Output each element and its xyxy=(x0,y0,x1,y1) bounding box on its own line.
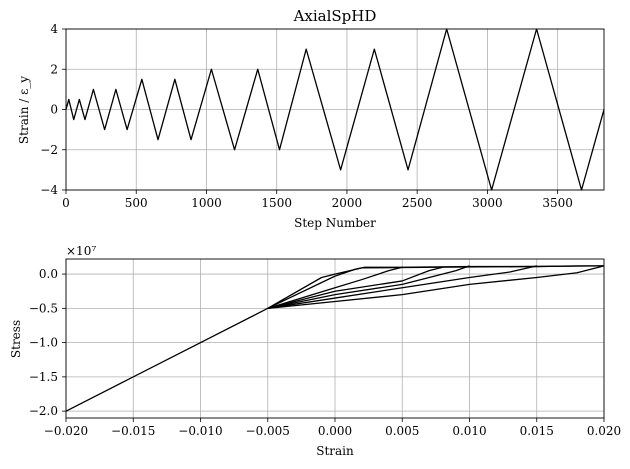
grid xyxy=(65,259,605,418)
x-tick-label: 0.010 xyxy=(452,424,486,438)
y-tick-label: 2 xyxy=(50,62,58,76)
series-line-2 xyxy=(267,265,604,309)
x-tick-label: 2500 xyxy=(402,196,433,210)
grid xyxy=(65,28,604,191)
x-tick-label: 0.015 xyxy=(520,424,554,438)
x-tick-label: 3500 xyxy=(542,196,573,210)
y-axis-label: Stress xyxy=(9,320,23,358)
series-group xyxy=(65,265,605,412)
x-tick-label: −0.015 xyxy=(111,424,155,438)
x-tick-label: 0.020 xyxy=(587,424,621,438)
x-tick-label: 0.005 xyxy=(385,424,419,438)
x-tick-label: 3000 xyxy=(472,196,503,210)
x-tick-label: −0.020 xyxy=(44,424,88,438)
y-axis-label: Strain / ε_y xyxy=(17,76,31,144)
y-tick-label: −2.0 xyxy=(29,404,58,418)
y-tick-label: 0 xyxy=(50,103,58,117)
strain-history-chart: AxialSpHD 0 500 1000 1500 2000 2500 3000 3500 4 2… xyxy=(17,7,605,230)
y-tick-label: −2 xyxy=(40,143,58,157)
series-line-1 xyxy=(65,28,605,191)
x-tick-label: 500 xyxy=(125,196,148,210)
y-tick-label: −0.5 xyxy=(29,301,58,315)
offset-label: ×10⁷ xyxy=(66,244,96,258)
x-tick-label: −0.005 xyxy=(246,424,290,438)
y-tick-label: 4 xyxy=(50,22,58,36)
y-tick-label: −1.0 xyxy=(29,336,58,350)
tick-group: −0.020 −0.015 −0.010 −0.005 0.000 0.005 0.010 0… xyxy=(29,267,621,438)
x-axis-label: Strain xyxy=(316,444,354,458)
series-group xyxy=(65,28,605,191)
x-tick-label: 0 xyxy=(62,196,70,210)
x-axis-label: Step Number xyxy=(294,216,376,230)
stress-strain-chart: −0.020 −0.015 −0.010 −0.005 0.000 0.005 0.010 0… xyxy=(9,244,621,458)
y-tick-label: −4 xyxy=(40,183,58,197)
x-tick-label: −0.010 xyxy=(178,424,222,438)
chart-title: AxialSpHD xyxy=(293,7,377,25)
x-tick-label: 0.000 xyxy=(318,424,352,438)
series-line-6 xyxy=(267,265,537,309)
y-tick-label: 0.0 xyxy=(39,267,58,281)
tick-group: 0 500 1000 1500 2000 2500 3000 3500 4 2 0 −2 −4 xyxy=(40,22,573,210)
x-tick-label: 2000 xyxy=(332,196,363,210)
y-tick-label: −1.5 xyxy=(29,370,58,384)
series-line-4 xyxy=(267,266,443,309)
series-line-7 xyxy=(267,265,605,309)
series-line-3 xyxy=(267,266,403,309)
series-line-5 xyxy=(267,265,470,309)
x-tick-label: 1000 xyxy=(191,196,222,210)
x-tick-label: 1500 xyxy=(261,196,292,210)
